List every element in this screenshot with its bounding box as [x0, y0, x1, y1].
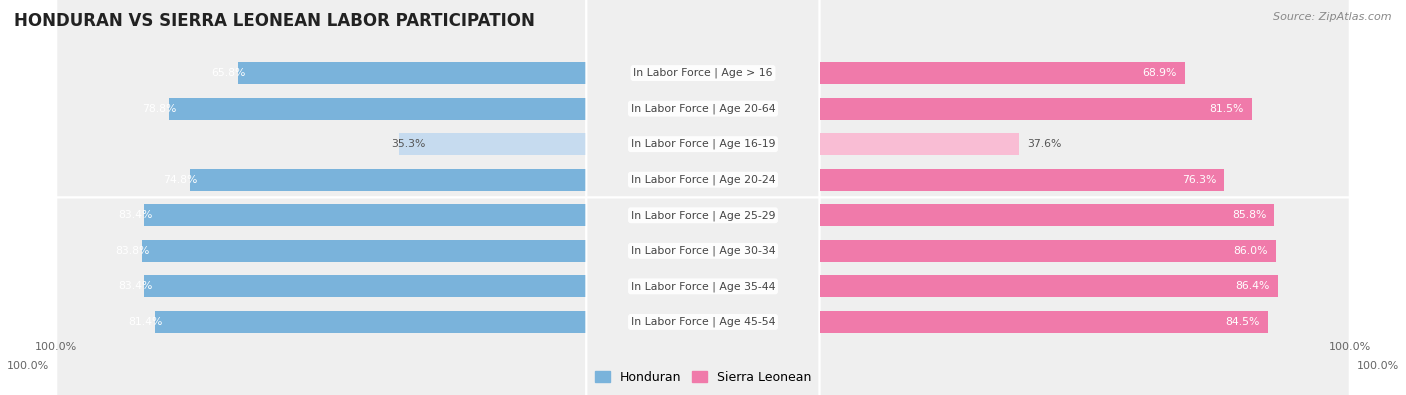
Text: In Labor Force | Age 16-19: In Labor Force | Age 16-19 — [631, 139, 775, 149]
Bar — [820, 62, 1185, 84]
Text: Source: ZipAtlas.com: Source: ZipAtlas.com — [1274, 12, 1392, 22]
FancyBboxPatch shape — [56, 198, 586, 395]
Bar — [820, 98, 1251, 120]
Text: 100.0%: 100.0% — [7, 361, 49, 371]
Bar — [820, 133, 1019, 155]
Bar — [820, 275, 1278, 297]
Text: 86.4%: 86.4% — [1236, 281, 1270, 292]
Text: HONDURAN VS SIERRA LEONEAN LABOR PARTICIPATION: HONDURAN VS SIERRA LEONEAN LABOR PARTICI… — [14, 12, 534, 30]
Text: In Labor Force | Age 35-44: In Labor Force | Age 35-44 — [631, 281, 775, 292]
Bar — [820, 204, 1274, 226]
Text: 65.8%: 65.8% — [211, 68, 246, 78]
FancyBboxPatch shape — [820, 198, 1350, 395]
Bar — [820, 240, 1275, 262]
Bar — [820, 311, 1268, 333]
Bar — [399, 133, 586, 155]
Legend: Honduran, Sierra Leonean: Honduran, Sierra Leonean — [591, 366, 815, 389]
Text: In Labor Force | Age 20-64: In Labor Force | Age 20-64 — [631, 103, 775, 114]
Bar — [145, 204, 586, 226]
Bar — [169, 98, 586, 120]
Text: 83.8%: 83.8% — [115, 246, 150, 256]
FancyBboxPatch shape — [586, 198, 820, 395]
Bar — [820, 169, 1225, 191]
Text: 81.4%: 81.4% — [128, 317, 163, 327]
Text: 68.9%: 68.9% — [1143, 68, 1177, 78]
FancyBboxPatch shape — [820, 0, 1350, 198]
Bar — [155, 311, 586, 333]
Text: In Labor Force | Age 30-34: In Labor Force | Age 30-34 — [631, 246, 775, 256]
Bar — [190, 169, 586, 191]
Text: In Labor Force | Age 25-29: In Labor Force | Age 25-29 — [631, 210, 775, 220]
Text: 85.8%: 85.8% — [1232, 210, 1267, 220]
Text: 86.0%: 86.0% — [1233, 246, 1268, 256]
Text: 74.8%: 74.8% — [163, 175, 198, 185]
Text: In Labor Force | Age > 16: In Labor Force | Age > 16 — [633, 68, 773, 78]
FancyBboxPatch shape — [586, 0, 820, 198]
Text: 76.3%: 76.3% — [1182, 175, 1216, 185]
Bar — [145, 275, 586, 297]
Text: 100.0%: 100.0% — [1357, 361, 1399, 371]
Text: 78.8%: 78.8% — [142, 103, 177, 114]
Text: 37.6%: 37.6% — [1026, 139, 1062, 149]
Bar — [238, 62, 586, 84]
Text: 83.4%: 83.4% — [118, 281, 152, 292]
Text: 83.4%: 83.4% — [118, 210, 152, 220]
Text: 81.5%: 81.5% — [1209, 103, 1244, 114]
Text: 35.3%: 35.3% — [391, 139, 426, 149]
Text: In Labor Force | Age 20-24: In Labor Force | Age 20-24 — [631, 175, 775, 185]
FancyBboxPatch shape — [56, 0, 586, 198]
Bar — [142, 240, 586, 262]
Text: 84.5%: 84.5% — [1225, 317, 1260, 327]
Text: In Labor Force | Age 45-54: In Labor Force | Age 45-54 — [631, 317, 775, 327]
